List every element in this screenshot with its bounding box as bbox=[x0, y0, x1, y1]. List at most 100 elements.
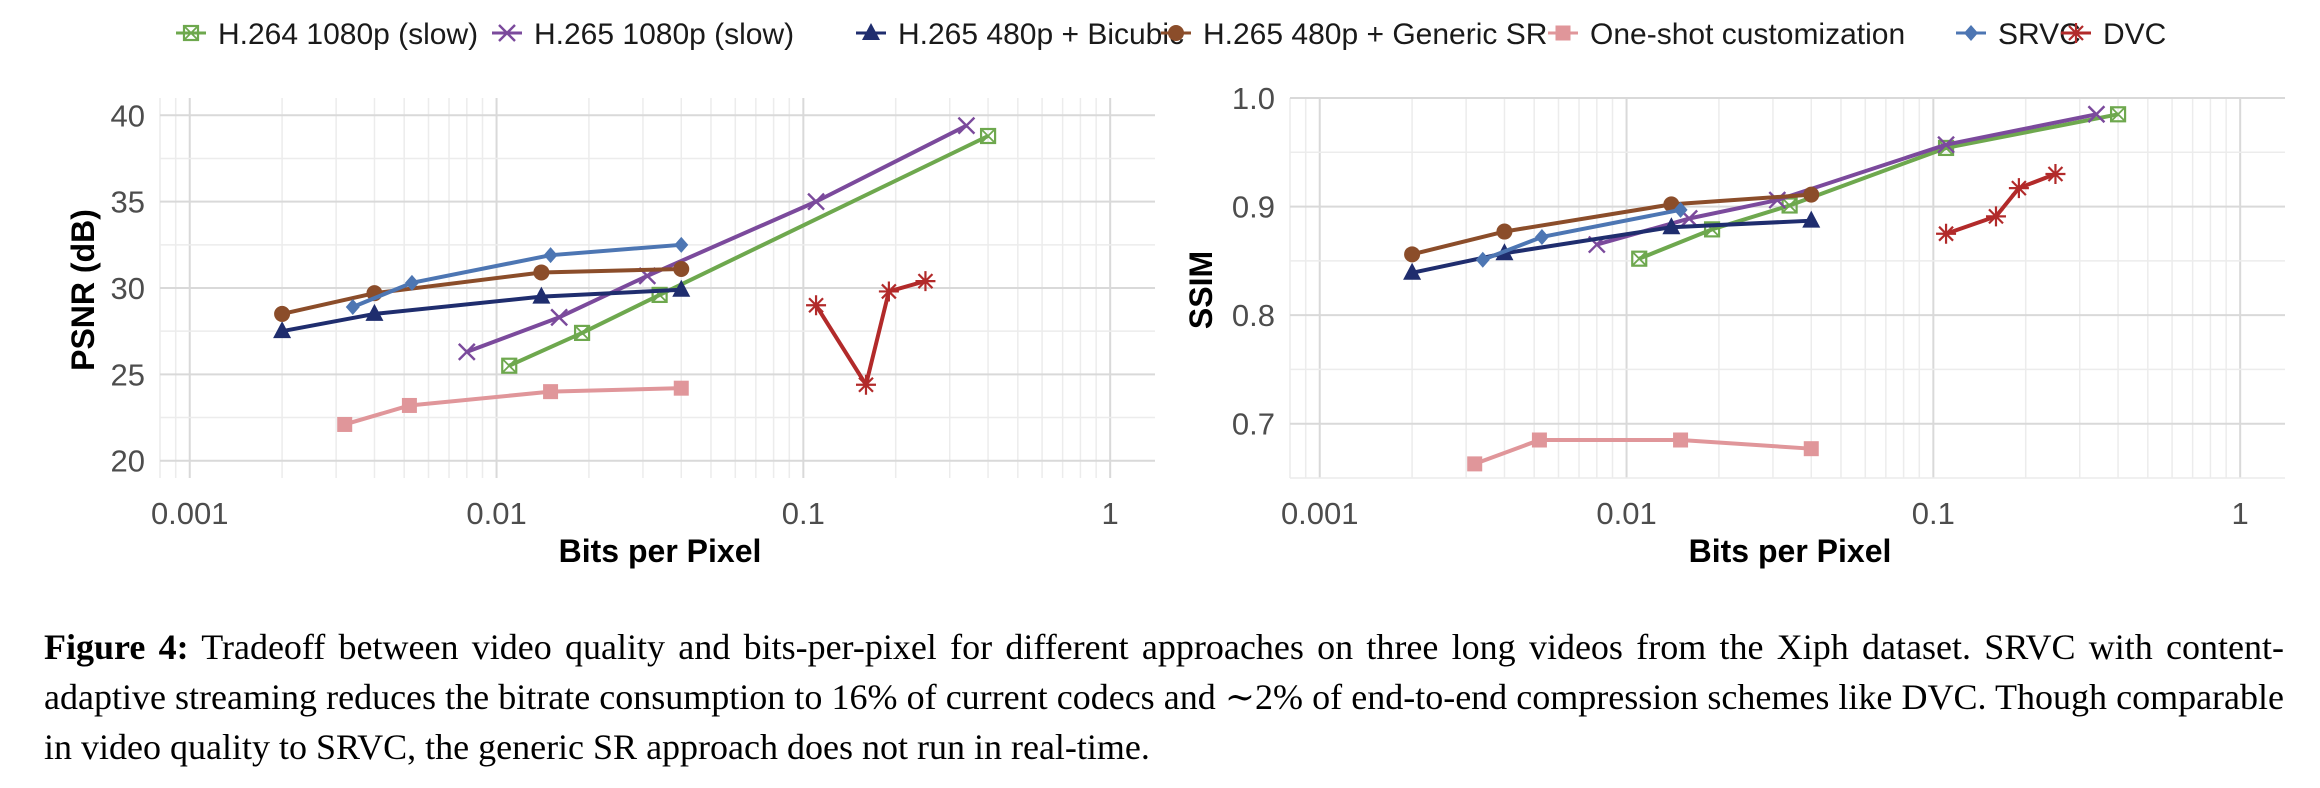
ssim-point-dvc bbox=[2045, 164, 2066, 184]
legend-marker-h-264-1080p-slow bbox=[182, 24, 200, 42]
ssim-point-h-265-480p-generic-sr bbox=[1404, 246, 1421, 263]
psnr-point-h-265-480p-generic-sr bbox=[673, 261, 690, 277]
psnr-series-h-264-1080p-slow bbox=[501, 127, 997, 374]
ssim-point-srvc bbox=[1673, 201, 1688, 218]
psnr-series-h-265-1080p-slow bbox=[457, 116, 976, 361]
psnr-point-h-264-1080p-slow bbox=[979, 127, 997, 145]
psnr-point-one-shot-customization bbox=[337, 416, 353, 432]
psnr-y-axis-title: PSNR (dB) bbox=[65, 209, 101, 371]
ssim-ticks: 0.7 0.8 0.9 1.0 0.001 0.01 0.1 1 bbox=[1232, 81, 2249, 531]
ssim-y-axis-title: SSIM bbox=[1183, 251, 1219, 329]
ssim-point-srvc bbox=[1534, 228, 1549, 245]
psnr-line-srvc bbox=[352, 242, 682, 309]
caption-text: Tradeoff between video quality and bits-… bbox=[44, 627, 2284, 767]
legend-marker-h-265-480p-bicubic bbox=[862, 23, 880, 40]
psnr-line-h-265-480p-generic-sr bbox=[281, 267, 682, 316]
ssim-point-dvc bbox=[2008, 178, 2029, 199]
caption-label: Figure 4: bbox=[44, 627, 189, 667]
ssim-line-h-265-480p-bicubic bbox=[1411, 218, 1812, 275]
ssim-line-one-shot-customization bbox=[1474, 438, 1812, 466]
psnr-line-one-shot-customization bbox=[344, 386, 682, 427]
figure-caption: Figure 4: Tradeoff between video quality… bbox=[44, 622, 2284, 772]
legend-entry-one-shot-customization: One-shot customization bbox=[1548, 18, 1905, 51]
ssim-series-one-shot-customization bbox=[1467, 432, 1819, 472]
psnr-x-tick-label: 0.1 bbox=[782, 496, 825, 531]
ssim-series bbox=[1403, 105, 2127, 472]
psnr-y-tick-label: 30 bbox=[111, 271, 145, 306]
psnr-series-h-265-480p-bicubic bbox=[273, 279, 691, 339]
ssim-point-h-265-480p-bicubic bbox=[1662, 217, 1681, 235]
psnr-point-h-265-480p-bicubic bbox=[365, 303, 384, 321]
psnr-point-srvc bbox=[345, 299, 360, 315]
psnr-ticks: 20 25 30 35 40 0.001 0.01 0.1 1 bbox=[111, 98, 1119, 531]
legend-label-one-shot-customization: One-shot customization bbox=[1590, 18, 1905, 51]
psnr-point-dvc bbox=[878, 281, 899, 302]
ssim-grid bbox=[1289, 97, 2285, 479]
ssim-point-one-shot-customization bbox=[1673, 432, 1689, 448]
psnr-point-one-shot-customization bbox=[673, 380, 689, 396]
psnr-series-h-265-480p-generic-sr bbox=[274, 261, 690, 322]
legend-marker-srvc bbox=[1964, 25, 1978, 41]
ssim-point-dvc bbox=[1985, 206, 2006, 227]
ssim-point-h-265-480p-generic-sr bbox=[1803, 186, 1820, 203]
psnr-point-dvc bbox=[855, 374, 876, 395]
psnr-point-h-264-1080p-slow bbox=[501, 357, 518, 374]
psnr-point-one-shot-customization bbox=[543, 384, 559, 400]
legend: H.264 1080p (slow) H.265 1080p (slow) H.26… bbox=[176, 18, 2166, 51]
psnr-point-h-265-480p-generic-sr bbox=[533, 264, 550, 281]
ssim-point-h-264-1080p-slow bbox=[2109, 106, 2127, 123]
ssim-x-axis-title: Bits per Pixel bbox=[1689, 533, 1892, 569]
psnr-point-h-265-480p-bicubic bbox=[532, 286, 551, 304]
ssim-y-tick-label: 0.7 bbox=[1232, 407, 1275, 442]
ssim-point-h-265-1080p-slow bbox=[2087, 105, 2106, 124]
ssim-panel: 0.7 0.8 0.9 1.0 0.001 0.01 0.1 1 Bits per Pixel… bbox=[1183, 81, 2285, 569]
psnr-series-one-shot-customization bbox=[337, 380, 689, 432]
ssim-series-dvc bbox=[1936, 164, 2066, 244]
psnr-line-dvc bbox=[814, 279, 926, 387]
psnr-point-h-265-480p-generic-sr bbox=[274, 305, 291, 322]
legend-entry-h-264-1080p-slow: H.264 1080p (slow) bbox=[176, 18, 478, 51]
ssim-x-tick-label: 0.1 bbox=[1912, 496, 1955, 531]
legend-marker-dvc bbox=[2066, 23, 2086, 43]
psnr-y-tick-label: 40 bbox=[111, 98, 145, 133]
ssim-series-srvc bbox=[1475, 201, 1688, 268]
ssim-point-h-265-1080p-slow bbox=[1937, 135, 1955, 154]
psnr-series-srvc bbox=[345, 236, 689, 315]
ssim-point-dvc bbox=[1936, 223, 1957, 244]
legend-label-dvc: DVC bbox=[2103, 18, 2166, 51]
ssim-y-tick-label: 0.9 bbox=[1232, 190, 1275, 225]
psnr-line-h-265-1080p-slow bbox=[466, 123, 968, 354]
psnr-point-h-264-1080p-slow bbox=[573, 324, 591, 342]
legend-entry-h-265-480p-generic-sr: H.265 480p + Generic SR bbox=[1161, 18, 1547, 51]
psnr-point-srvc bbox=[404, 274, 419, 291]
psnr-point-h-265-1080p-slow bbox=[550, 308, 569, 327]
ssim-point-h-265-480p-bicubic bbox=[1403, 262, 1422, 280]
psnr-point-h-265-1080p-slow bbox=[807, 192, 825, 211]
ssim-point-h-265-480p-bicubic bbox=[1802, 210, 1821, 228]
ssim-series-h-265-480p-generic-sr bbox=[1404, 186, 1820, 263]
psnr-point-srvc bbox=[674, 236, 689, 253]
ssim-y-tick-label: 0.8 bbox=[1232, 298, 1275, 333]
ssim-x-tick-label: 0.01 bbox=[1596, 496, 1656, 531]
ssim-line-dvc bbox=[1945, 172, 2057, 236]
legend-label-h-264-1080p-slow: H.264 1080p (slow) bbox=[218, 18, 478, 51]
legend-label-h-265-480p-generic-sr: H.265 480p + Generic SR bbox=[1203, 18, 1547, 51]
psnr-point-h-265-1080p-slow bbox=[957, 116, 976, 135]
legend-entry-dvc: DVC bbox=[2061, 18, 2166, 51]
psnr-point-srvc bbox=[543, 247, 558, 264]
psnr-y-tick-label: 35 bbox=[111, 185, 145, 220]
psnr-line-h-264-1080p-slow bbox=[508, 134, 989, 368]
legend-label-h-265-1080p-slow: H.265 1080p (slow) bbox=[534, 18, 794, 51]
legend-entry-h-265-480p-bicubic: H.265 480p + Bicubic bbox=[856, 18, 1184, 51]
psnr-grid bbox=[159, 98, 1155, 478]
ssim-point-one-shot-customization bbox=[1803, 441, 1819, 457]
psnr-x-tick-label: 0.001 bbox=[151, 496, 229, 531]
psnr-point-dvc bbox=[915, 271, 936, 292]
ssim-point-srvc bbox=[1475, 251, 1490, 268]
legend-marker-h-265-1080p-slow bbox=[498, 24, 516, 42]
psnr-x-axis-title: Bits per Pixel bbox=[559, 533, 762, 569]
psnr-series-dvc bbox=[806, 271, 936, 395]
psnr-point-h-265-480p-bicubic bbox=[273, 321, 292, 339]
ssim-x-tick-label: 1 bbox=[2232, 496, 2249, 531]
